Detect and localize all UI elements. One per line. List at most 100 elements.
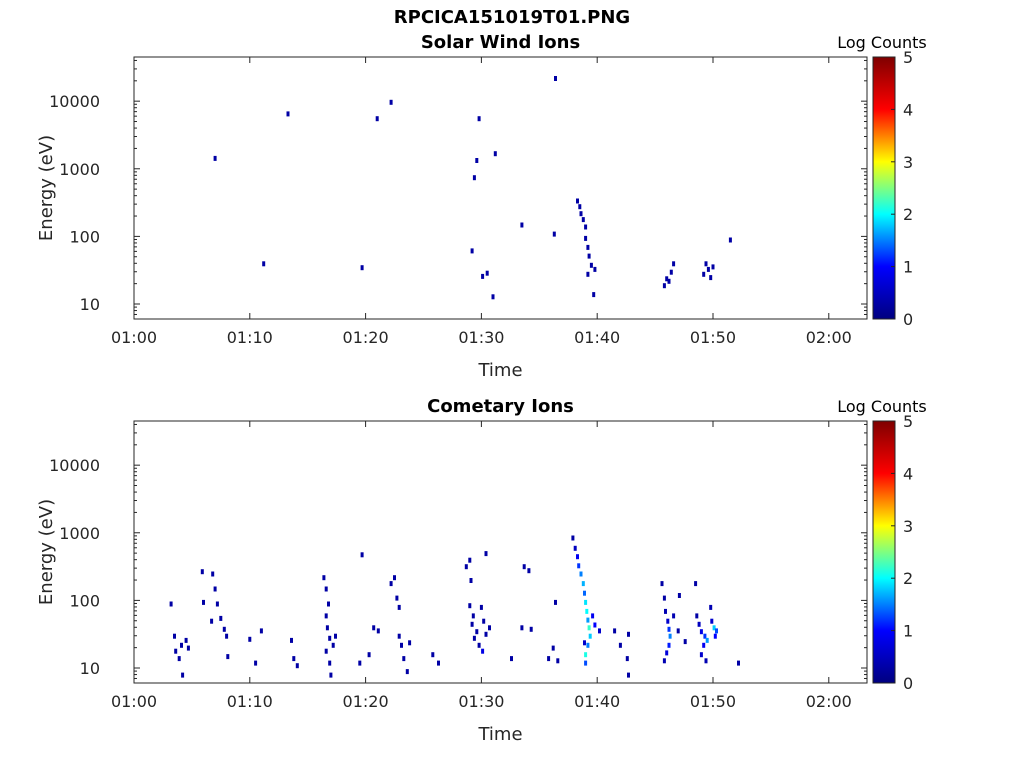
data-point	[556, 658, 560, 664]
data-point	[477, 642, 481, 648]
data-point	[468, 557, 472, 563]
data-point	[485, 270, 489, 276]
data-point	[706, 266, 710, 272]
data-point	[576, 554, 579, 560]
data-point	[583, 640, 586, 646]
data-point	[589, 262, 593, 268]
panel-title: Solar Wind Ions	[421, 32, 580, 53]
y-tick-label: 10	[80, 659, 100, 678]
data-point	[667, 626, 671, 632]
data-point	[177, 656, 181, 662]
data-point	[479, 604, 483, 610]
data-point	[520, 222, 524, 228]
data-point	[667, 642, 671, 648]
data-point	[324, 648, 328, 654]
data-point	[578, 204, 582, 210]
data-point	[226, 654, 230, 660]
y-tick-label: 100	[69, 227, 100, 246]
colorbar	[872, 420, 896, 684]
data-point	[664, 608, 667, 614]
data-point	[579, 571, 583, 577]
data-point	[328, 660, 332, 666]
data-point	[577, 563, 581, 569]
data-point	[710, 618, 714, 624]
data-point	[704, 261, 708, 267]
data-point	[248, 636, 252, 642]
figure-title: RPCICA151019T01.PNG	[393, 7, 631, 28]
data-point	[484, 631, 488, 637]
data-point	[593, 622, 597, 628]
data-point	[711, 264, 715, 270]
plot-frame	[133, 420, 868, 684]
y-tick-label: 10	[80, 295, 100, 314]
colorbar-tick-label: 0	[903, 674, 913, 693]
data-point	[472, 635, 476, 641]
x-tick-label: 01:00	[111, 692, 157, 711]
data-point	[225, 633, 229, 639]
data-point	[481, 273, 485, 279]
data-point	[405, 669, 409, 675]
data-point	[586, 642, 590, 648]
data-point	[697, 621, 701, 627]
data-point	[295, 663, 299, 669]
data-point	[393, 575, 396, 581]
data-point	[520, 625, 524, 631]
data-point	[481, 648, 485, 654]
data-point	[551, 645, 555, 651]
data-point	[472, 175, 476, 181]
data-point	[397, 633, 401, 639]
colorbar-tick-label: 4	[903, 464, 913, 483]
data-point	[397, 604, 401, 610]
data-point	[665, 650, 669, 656]
data-point	[699, 629, 703, 635]
data-point	[709, 275, 713, 281]
data-point	[389, 581, 393, 587]
data-point	[527, 568, 531, 574]
data-point	[180, 642, 183, 648]
data-point	[627, 672, 630, 678]
x-tick-label: 01:00	[111, 328, 157, 347]
data-point	[709, 604, 713, 610]
data-point	[702, 642, 706, 648]
data-point	[475, 158, 479, 163]
data-point	[325, 625, 329, 631]
plot-frame	[133, 56, 868, 320]
data-point	[584, 599, 588, 605]
data-point	[372, 625, 376, 631]
data-point	[491, 294, 495, 300]
data-point	[587, 625, 591, 631]
colorbar-tick-label: 3	[903, 517, 913, 536]
data-point	[488, 625, 491, 631]
x-tick-label: 01:50	[690, 328, 736, 347]
data-point	[334, 633, 337, 639]
data-point	[581, 581, 585, 587]
data-point	[665, 276, 669, 282]
data-point	[468, 603, 472, 609]
data-point	[662, 283, 666, 289]
data-point	[694, 581, 698, 587]
data-point	[484, 551, 488, 557]
data-point	[184, 637, 188, 643]
data-point	[169, 601, 173, 607]
data-point	[376, 628, 380, 634]
data-point	[586, 617, 590, 623]
data-point	[588, 633, 592, 639]
data-point	[477, 116, 481, 122]
data-point	[402, 656, 406, 662]
data-point	[471, 613, 475, 619]
data-point	[668, 633, 672, 639]
y-tick-label: 1000	[59, 524, 100, 543]
data-point	[200, 569, 204, 575]
data-point	[625, 656, 629, 662]
data-point	[660, 581, 664, 587]
data-point	[587, 253, 591, 259]
data-point	[669, 269, 673, 275]
data-point	[666, 618, 670, 624]
data-point	[547, 656, 551, 662]
data-point	[676, 628, 680, 634]
data-point	[529, 626, 533, 632]
data-point	[290, 637, 293, 643]
data-point	[613, 628, 617, 634]
colorbar-tick-label: 5	[903, 412, 913, 431]
